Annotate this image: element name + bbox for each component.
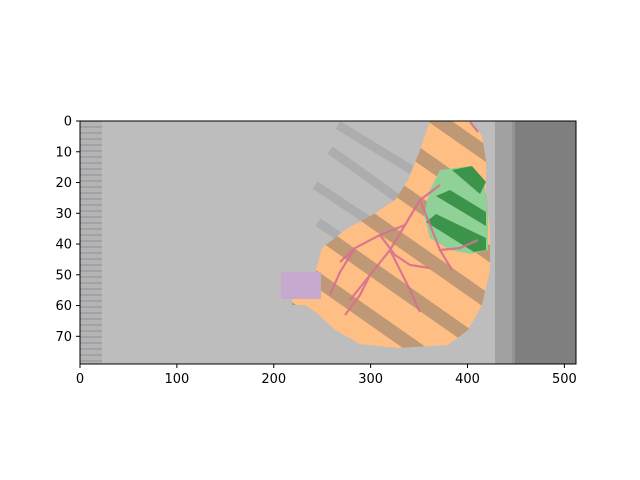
scan-background [80,121,576,364]
x-tick-label: 100 [164,372,189,387]
x-tick-label: 500 [552,372,577,387]
x-tick-label: 200 [261,372,286,387]
x-tick-label: 400 [455,372,480,387]
scan-right-dark [512,121,576,364]
patch-region [281,272,321,299]
axes-frame [79,120,577,365]
y-tick-label: 0 [64,115,72,130]
x-axis-ticks: 0 100 200 300 400 500 [76,364,577,387]
x-tick-label: 300 [358,372,383,387]
y-tick-label: 60 [55,299,72,314]
y-tick-label: 10 [55,145,72,160]
x-tick-label: 0 [76,372,84,387]
y-tick-label: 20 [55,176,72,191]
y-axis-ticks: 0 10 20 30 40 50 60 70 [55,115,80,345]
y-tick-label: 70 [55,330,72,345]
y-tick-label: 30 [55,207,72,222]
y-tick-label: 40 [55,238,72,253]
image-area [80,121,576,364]
y-tick-label: 50 [55,268,72,283]
vessel-network [328,121,479,316]
scan-left-strip [80,121,102,364]
scan-right-edge [495,121,515,364]
